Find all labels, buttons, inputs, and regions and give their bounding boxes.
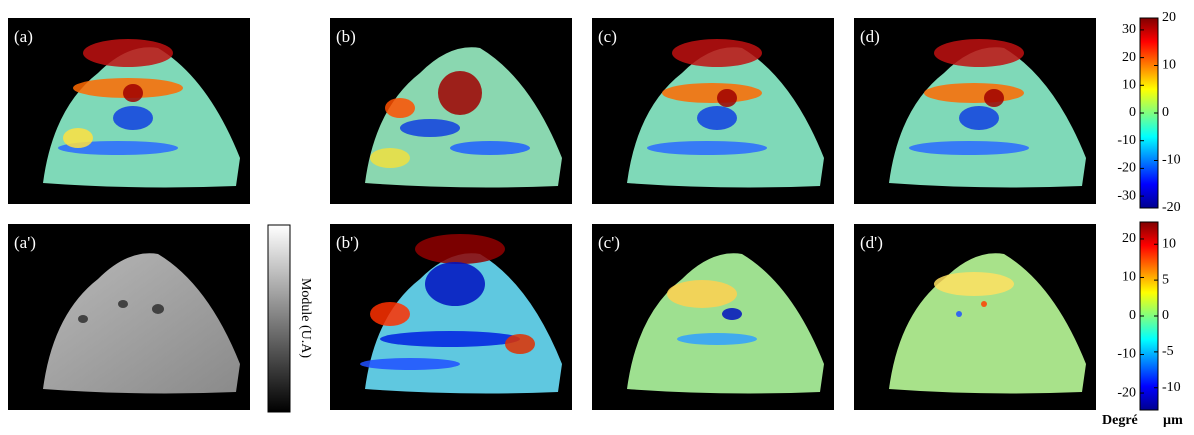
tick-label: -20 <box>1117 161 1136 176</box>
tick-label: 0 <box>1162 308 1169 323</box>
map-feature <box>717 89 737 107</box>
map-feature <box>672 39 762 67</box>
tick-label: 10 <box>1162 58 1176 73</box>
map-feature <box>450 141 530 155</box>
map-feature <box>370 302 410 326</box>
panel-label: (b) <box>336 27 356 46</box>
tick-label: 0 <box>1162 105 1169 120</box>
panel: (a) <box>8 18 250 204</box>
tick-label: 0 <box>1129 105 1136 120</box>
tick-label: 10 <box>1122 78 1136 93</box>
tick-label: -10 <box>1162 153 1181 168</box>
panel: (d) <box>854 18 1096 204</box>
map-feature <box>924 83 1024 103</box>
tick-label: 5 <box>1162 272 1169 287</box>
map-feature <box>380 331 520 347</box>
panel: (c') <box>592 224 834 410</box>
map-feature <box>956 311 962 317</box>
map-feature <box>118 300 128 308</box>
map-feature <box>984 89 1004 107</box>
tick-label: 20 <box>1122 231 1136 246</box>
tick-label: 0 <box>1129 308 1136 323</box>
tick-label: -20 <box>1117 385 1136 400</box>
tick-label: 10 <box>1122 270 1136 285</box>
panel-label: (c') <box>598 233 620 252</box>
map-feature <box>438 71 482 115</box>
map-feature <box>360 358 460 370</box>
map-feature <box>981 301 987 307</box>
map-feature <box>113 106 153 130</box>
panel-label: (c) <box>598 27 617 46</box>
map-feature <box>909 141 1029 155</box>
map-feature <box>697 106 737 130</box>
gray-bar-label: Module (U.A) <box>298 278 313 358</box>
panel-label: (a) <box>14 27 33 46</box>
tick-label: -10 <box>1117 347 1136 362</box>
panel: (c) <box>592 18 834 204</box>
panel-label: (b') <box>336 233 359 252</box>
map-feature <box>400 119 460 137</box>
panel-label: (d) <box>860 27 880 46</box>
map-feature <box>505 334 535 354</box>
map-feature <box>152 304 164 314</box>
tick-label: 20 <box>1122 50 1136 65</box>
tick-label: -5 <box>1162 344 1174 359</box>
panel-label: (a') <box>14 233 36 252</box>
tick-label: -20 <box>1162 200 1181 215</box>
gray-colorbar <box>267 224 291 413</box>
map-feature <box>370 148 410 168</box>
unit-label: Degré <box>1102 413 1138 428</box>
panel: (b) <box>330 18 572 204</box>
map-feature <box>78 315 88 323</box>
map-feature <box>677 333 757 345</box>
map-feature <box>934 272 1014 296</box>
panel: (d') <box>854 224 1096 410</box>
map-feature <box>83 39 173 67</box>
tick-label: 20 <box>1162 10 1176 25</box>
map-feature <box>667 280 737 308</box>
panel: (b') <box>330 224 572 410</box>
map-feature <box>662 83 762 103</box>
map-feature <box>123 84 143 102</box>
tick-label: -10 <box>1162 380 1181 395</box>
map-feature <box>415 234 505 264</box>
map-feature <box>722 308 742 320</box>
map-feature <box>647 141 767 155</box>
tissue-map <box>43 253 240 394</box>
map-feature <box>63 128 93 148</box>
tick-label: -30 <box>1117 188 1136 203</box>
unit-label: µm <box>1163 413 1183 428</box>
map-feature <box>385 98 415 118</box>
panel: (a') <box>8 224 250 410</box>
tick-label: -10 <box>1117 133 1136 148</box>
tick-label: 30 <box>1122 22 1136 37</box>
map-feature <box>959 106 999 130</box>
tick-label: 10 <box>1162 236 1176 251</box>
map-feature <box>934 39 1024 67</box>
map-feature <box>425 262 485 306</box>
panel-label: (d') <box>860 233 883 252</box>
